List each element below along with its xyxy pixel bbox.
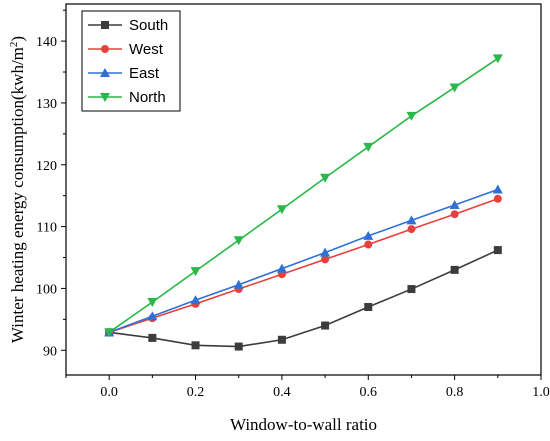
series-line-north <box>108 57 499 333</box>
y-tick-label: 110 <box>37 221 57 236</box>
data-point-north <box>190 267 201 277</box>
data-point-south <box>450 265 459 274</box>
legend-label-north: North <box>129 89 166 106</box>
data-point-south <box>234 342 243 351</box>
data-point-south <box>364 302 373 311</box>
data-point-west <box>321 255 330 264</box>
data-point-west <box>407 225 416 234</box>
legend-label-east: East <box>129 65 160 82</box>
legend-box <box>81 10 181 112</box>
data-point-south <box>148 333 157 342</box>
x-axis: 0.0 0.2 0.4 0.6 0.8 1.0 <box>65 375 550 400</box>
data-point-east <box>233 279 244 289</box>
data-point-north <box>233 236 244 246</box>
data-point-west <box>493 194 502 203</box>
legend-marker-south <box>101 21 109 29</box>
data-point-east <box>406 215 417 225</box>
data-point-west <box>450 210 459 219</box>
series-layer <box>104 54 503 351</box>
data-point-east <box>190 295 201 305</box>
x-tick-label: 0.4 <box>273 385 291 400</box>
data-point-south <box>191 341 200 350</box>
y-axis-title-tail: ) <box>8 36 27 42</box>
data-point-north <box>406 111 417 121</box>
data-point-north <box>276 205 287 215</box>
data-point-east <box>492 184 503 194</box>
legend-label-west: West <box>129 41 164 58</box>
data-point-north <box>449 83 460 93</box>
x-tick-label: 0.8 <box>446 385 464 400</box>
x-tick-label: 0.0 <box>100 385 118 400</box>
data-point-north <box>104 328 115 338</box>
legend-marker-west <box>101 45 109 53</box>
data-point-north <box>147 298 158 308</box>
data-point-south <box>493 246 502 255</box>
data-point-east <box>276 263 287 273</box>
legend-label-south: South <box>129 17 168 34</box>
y-tick-label: 130 <box>36 97 57 112</box>
y-tick-label: 120 <box>36 159 57 174</box>
data-point-west <box>364 240 373 249</box>
y-axis-title-superscript: 2 <box>8 42 20 48</box>
legend-marker-north <box>100 93 110 102</box>
y-axis: 90 100 110 120 130 140 <box>36 9 66 359</box>
legend: South West East North <box>81 10 181 112</box>
plot-frame <box>65 3 542 376</box>
data-point-east <box>147 311 158 321</box>
data-point-north <box>320 173 331 183</box>
y-tick-label: 100 <box>36 282 57 297</box>
data-point-north <box>492 54 503 64</box>
x-axis-title: Window-to-wall ratio <box>230 415 377 434</box>
x-tick-label: 0.6 <box>360 385 378 400</box>
x-tick-label: 0.2 <box>187 385 205 400</box>
data-point-east <box>449 199 460 209</box>
y-axis-title: Winter heating energy consumption(kwh/m2… <box>8 36 27 343</box>
legend-marker-east <box>100 68 110 77</box>
data-point-south <box>277 335 286 344</box>
x-tick-label: 1.0 <box>532 385 550 400</box>
data-point-north <box>363 142 374 152</box>
data-point-east <box>320 247 331 257</box>
y-tick-label: 140 <box>36 35 57 50</box>
data-point-east <box>363 230 374 240</box>
y-tick-label: 90 <box>43 344 57 359</box>
y-axis-title-main: Winter heating energy consumption(kwh/m <box>8 47 27 343</box>
series-line-east <box>108 188 499 334</box>
series-line-south <box>109 249 499 348</box>
data-point-south <box>407 285 416 294</box>
data-point-south <box>321 321 330 330</box>
series-line-west <box>108 198 499 334</box>
